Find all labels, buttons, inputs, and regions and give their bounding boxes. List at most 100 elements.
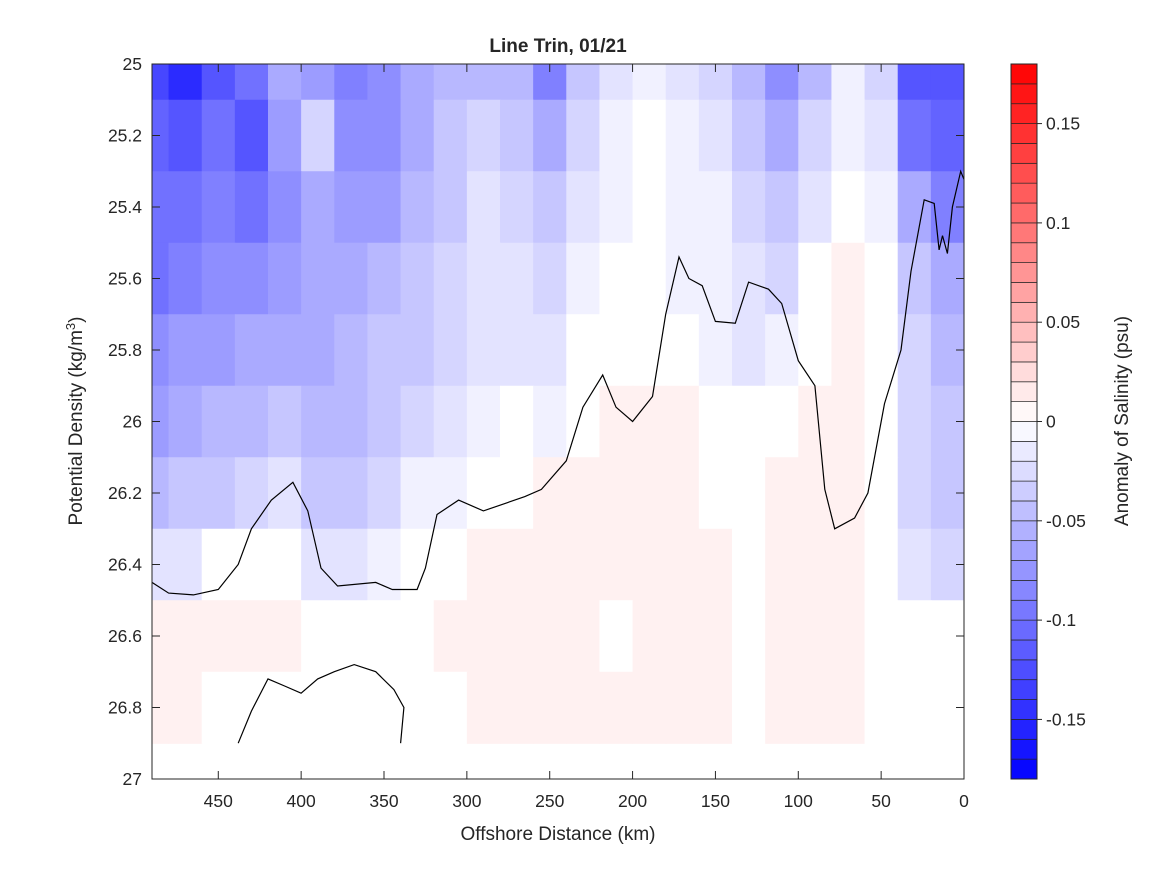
anomaly-cell	[765, 671, 799, 744]
anomaly-cell	[168, 242, 203, 315]
anomaly-cell	[897, 64, 932, 101]
y-axis: 25 25.2 25.4 25.6 25.8 26 26.2 26.4 26.6 26.8 27	[108, 54, 964, 789]
anomaly-cell	[334, 528, 369, 601]
anomaly-cell	[533, 171, 567, 244]
anomaly-cell	[698, 171, 733, 244]
anomaly-cell	[864, 171, 899, 244]
anomaly-cell	[698, 457, 733, 530]
anomaly-cell	[632, 385, 667, 458]
anomaly-cell	[201, 600, 236, 673]
anomaly-cell	[831, 385, 866, 458]
colorbar-band	[1010, 480, 1038, 502]
anomaly-cell	[301, 528, 335, 601]
anomaly-cell	[732, 99, 766, 172]
anomaly-cell	[632, 457, 667, 530]
anomaly-cell	[234, 99, 269, 172]
anomaly-cell	[168, 99, 203, 172]
x-tick-label: 100	[784, 791, 813, 811]
anomaly-cell	[268, 99, 302, 172]
anomaly-cell	[201, 171, 236, 244]
anomaly-cell	[466, 242, 501, 315]
anomaly-cell	[831, 314, 866, 387]
anomaly-cell	[831, 171, 866, 244]
anomaly-cell	[864, 314, 899, 387]
anomaly-cell	[665, 385, 700, 458]
anomaly-cell	[698, 99, 733, 172]
anomaly-cell	[864, 457, 899, 530]
colorbar-tick-label: 0	[1046, 412, 1056, 432]
anomaly-cell	[367, 671, 402, 744]
anomaly-cell	[566, 64, 601, 101]
colorbar-band	[1010, 63, 1038, 85]
anomaly-cell	[665, 171, 700, 244]
anomaly-cell	[367, 385, 402, 458]
anomaly-cell	[765, 171, 799, 244]
anomaly-cell	[234, 385, 269, 458]
anomaly-cell	[566, 671, 601, 744]
anomaly-cell	[367, 314, 402, 387]
anomaly-cell	[301, 99, 335, 172]
anomaly-cell	[234, 314, 269, 387]
anomaly-cell	[433, 457, 468, 530]
anomaly-cell	[765, 242, 799, 315]
anomaly-cell	[798, 671, 833, 744]
x-axis: 450 400 350 300 250 200 150 100 50 0	[204, 64, 969, 811]
anomaly-cell	[268, 528, 302, 601]
colorbar-band	[1010, 719, 1038, 740]
anomaly-cell	[400, 171, 435, 244]
anomaly-cell	[632, 314, 667, 387]
anomaly-cell	[632, 64, 667, 101]
colorbar-band	[1010, 301, 1038, 323]
colorbar-band	[1010, 222, 1038, 244]
anomaly-cell	[732, 671, 766, 744]
anomaly-cell	[301, 64, 335, 101]
anomaly-cell	[433, 171, 468, 244]
anomaly-cell	[566, 314, 601, 387]
anomaly-cell	[268, 171, 302, 244]
anomaly-cell	[732, 314, 766, 387]
anomaly-cell	[367, 171, 402, 244]
colorbar-band	[1010, 500, 1038, 522]
anomaly-cell	[698, 242, 733, 315]
anomaly-cell	[599, 314, 634, 387]
anomaly-cell	[168, 171, 203, 244]
x-tick-label: 350	[369, 791, 398, 811]
anomaly-cell	[268, 314, 302, 387]
anomaly-cell	[367, 457, 402, 530]
anomaly-cell	[533, 457, 567, 530]
colorbar-band	[1010, 520, 1038, 542]
colorbar-band	[1010, 758, 1038, 780]
anomaly-cell	[152, 99, 170, 172]
anomaly-cell	[466, 457, 501, 530]
anomaly-cell	[433, 528, 468, 601]
anomaly-cell	[168, 528, 203, 601]
anomaly-cell	[698, 600, 733, 673]
anomaly-cell	[367, 99, 402, 172]
anomaly-cell	[500, 457, 534, 530]
anomaly-cell	[168, 457, 203, 530]
anomaly-cell	[732, 528, 766, 601]
colorbar-band	[1010, 83, 1038, 105]
anomaly-cell	[268, 385, 302, 458]
anomaly-cell	[599, 600, 634, 673]
anomaly-cell	[301, 671, 335, 744]
anomaly-cell	[599, 457, 634, 530]
colorbar-band	[1010, 659, 1038, 681]
anomaly-cell	[500, 99, 534, 172]
anomaly-cell	[433, 671, 468, 744]
anomaly-cell	[665, 314, 700, 387]
anomaly-cell	[566, 99, 601, 172]
anomaly-cell	[201, 671, 236, 744]
anomaly-cell	[864, 242, 899, 315]
colorbar-tick-label: 0.05	[1046, 312, 1080, 332]
colorbar-band	[1010, 580, 1038, 601]
x-tick-label: 300	[452, 791, 481, 811]
anomaly-cell	[433, 314, 468, 387]
y-axis-label: Potential Density (kg/m3)	[63, 317, 87, 526]
anomaly-cell	[234, 528, 269, 601]
anomaly-cell	[168, 64, 203, 101]
colorbar-band	[1010, 282, 1038, 303]
anomaly-cell	[152, 671, 170, 744]
colorbar-band	[1010, 202, 1038, 224]
